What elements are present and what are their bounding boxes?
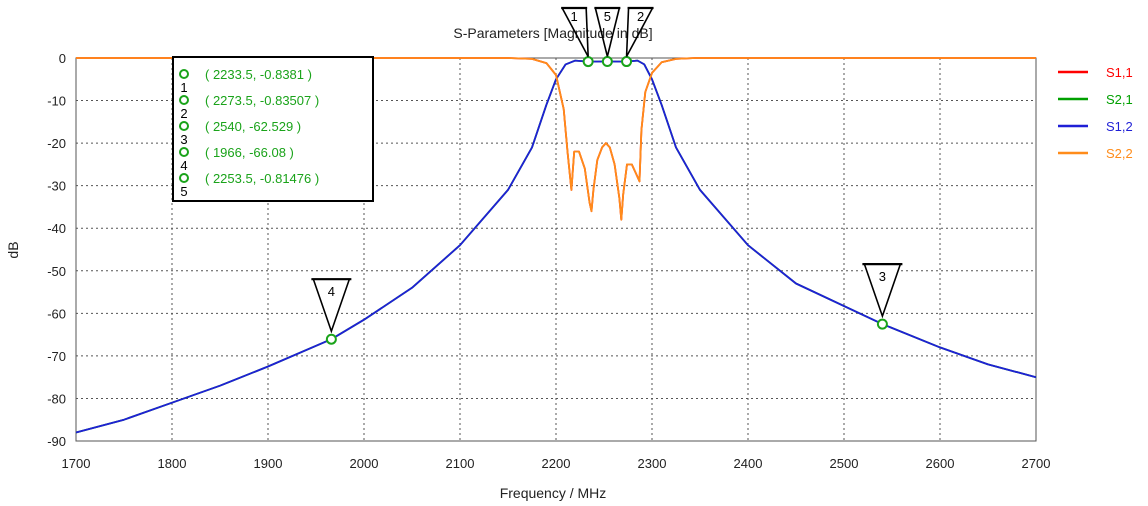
legend-label-S1-2: S1,2 [1106,119,1133,134]
marker-point-1 [582,56,594,68]
marker-box-dot-1 [179,69,189,79]
marker-point-2 [621,56,633,68]
chart-title: S-Parameters [Magnitude in dB] [453,25,652,41]
marker-flag-label-3: 3 [879,269,886,284]
x-tick-label: 2100 [446,456,475,471]
marker-flag-right-5 [606,7,621,57]
y-tick-label: -40 [47,221,66,236]
series-lines [75,57,1037,434]
x-tick-label: 1800 [158,456,187,471]
y-tick-label: -80 [47,391,66,406]
marker-box-id-2: 2 [180,106,187,121]
marker-flag-left-1 [561,7,589,57]
marker-box-dot-3 [179,121,189,131]
marker-box-id-4: 4 [180,158,187,173]
marker-box-value-4: ( 1966, -66.08 ) [205,145,294,160]
marker-box-value-1: ( 2233.5, -0.8381 ) [205,67,312,82]
x-tick-labels: 1700 1800 1900 2000 2100 2200 2300 2400 2500 2600… [62,456,1051,471]
y-tick-label: -90 [47,434,66,449]
marker-flag-label-4: 4 [328,284,335,299]
legend-label-S1-1: S1,1 [1106,65,1133,80]
legend: S1,1 S2,1 S1,2 S2,2 [1058,65,1133,161]
legend-label-S2-2: S2,2 [1106,146,1133,161]
marker-box-id-3: 3 [180,132,187,147]
marker-box-value-3: ( 2540, -62.529 ) [205,119,301,134]
marker-box-id-1: 1 [180,80,187,95]
marker-flag-label-1: 1 [571,9,578,24]
marker-box-dot-5 [179,173,189,183]
y-tick-label: -30 [47,179,66,194]
marker-box-value-2: ( 2273.5, -0.83507 ) [205,93,319,108]
x-axis-label: Frequency / MHz [500,485,607,501]
marker-point-4 [325,333,337,345]
marker-box-dot-2 [179,95,189,105]
marker-box-value-5: ( 2253.5, -0.81476 ) [205,171,319,186]
marker-box-frame [172,56,374,202]
y-tick-label: -10 [47,94,66,109]
marker-flag-left-2 [625,7,630,57]
x-tick-label: 2500 [830,456,859,471]
y-tick-label: -50 [47,264,66,279]
y-tick-label: 0 [59,51,66,66]
marker-box-id-5: 5 [180,184,187,199]
x-tick-label: 2300 [638,456,667,471]
marker-flag-label-5: 5 [604,9,611,24]
marker-flag-right-1 [585,7,589,57]
y-tick-label: -70 [47,349,66,364]
x-tick-label: 1900 [254,456,283,471]
grid-lines [76,58,1036,441]
y-axis-label: dB [5,241,21,258]
x-tick-label: 2400 [734,456,763,471]
x-tick-label: 2200 [542,456,571,471]
x-tick-label: 1700 [62,456,91,471]
marker-points [325,55,888,345]
marker-point-5 [601,55,613,67]
legend-label-S2-1: S2,1 [1106,92,1133,107]
y-tick-label: -20 [47,136,66,151]
marker-box-dot-4 [179,147,189,157]
x-tick-label: 2000 [350,456,379,471]
marker-flag-label-2: 2 [637,9,644,24]
y-tick-label: -60 [47,306,66,321]
marker-info-box: 1 ( 2233.5, -0.8381 ) 2 ( 2273.5, -0.83507 … [172,56,374,202]
marker-point-3 [876,318,888,330]
x-tick-label: 2700 [1022,456,1051,471]
marker-flag-left-5 [594,7,609,57]
x-tick-label: 2600 [926,456,955,471]
series-line-S2-2 [76,57,1036,221]
series-line-S1-2 [75,59,1037,434]
marker-flag-right-2 [625,7,654,57]
y-tick-labels: 0 -10 -20 -30 -40 -50 -60 -70 -80 -90 [47,51,66,449]
marker-flags: 3 4 1 5 2 [311,6,903,334]
